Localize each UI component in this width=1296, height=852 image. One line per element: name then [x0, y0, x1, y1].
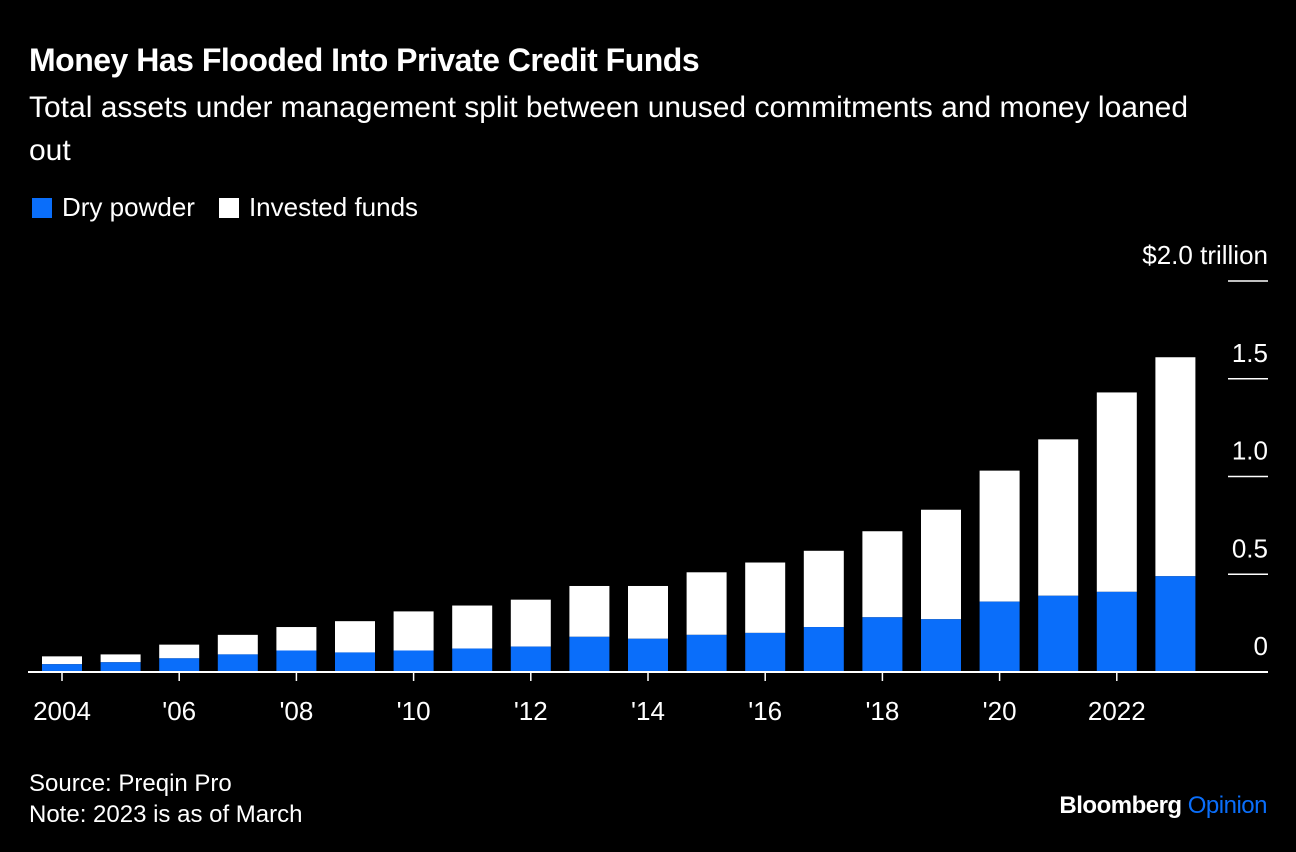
bar-dry-powder — [100, 662, 141, 672]
bar-invested-funds — [393, 611, 434, 651]
bar-dry-powder — [217, 654, 258, 672]
source-notes: Source: Preqin Pro Note: 2023 is as of M… — [29, 768, 302, 830]
x-tick-label: '14 — [631, 696, 665, 726]
x-tick-label: 2022 — [1088, 696, 1146, 726]
bar-dry-powder — [686, 634, 727, 672]
x-tick-label: '06 — [162, 696, 196, 726]
y-tick-label: 1.0 — [1232, 436, 1268, 466]
bar-dry-powder — [628, 638, 668, 672]
bar-invested-funds — [862, 531, 903, 618]
x-tick-label: '18 — [865, 696, 899, 726]
bar-invested-funds — [1038, 439, 1079, 596]
bar-invested-funds — [921, 509, 961, 620]
x-tick-label: '08 — [279, 696, 313, 726]
x-tick-label: '16 — [748, 696, 782, 726]
bar-dry-powder — [335, 652, 375, 672]
x-tick-label: '20 — [983, 696, 1017, 726]
legend-swatch-dry-powder — [32, 197, 52, 218]
bar-dry-powder — [745, 632, 786, 672]
bar-invested-funds — [569, 585, 610, 637]
bar-invested-funds — [100, 654, 141, 663]
bar-invested-funds — [335, 621, 375, 653]
bar-invested-funds — [686, 572, 727, 635]
legend-item-dry-powder: Dry powder — [32, 192, 195, 223]
legend-swatch-invested-funds — [218, 197, 239, 218]
bar-dry-powder — [1155, 576, 1196, 672]
y-tick-label: 0 — [1254, 631, 1268, 661]
bar-invested-funds — [1155, 357, 1196, 577]
x-tick-label: '10 — [397, 696, 431, 726]
bar-invested-funds — [217, 634, 258, 655]
y-tick-label: 1.5 — [1232, 338, 1268, 368]
bar-invested-funds — [745, 562, 786, 633]
bar-invested-funds — [628, 585, 668, 639]
brand-name: Bloomberg — [1059, 792, 1182, 819]
bar-dry-powder — [1038, 595, 1079, 672]
y-tick-label: 0.5 — [1232, 533, 1268, 563]
bar-dry-powder — [862, 617, 903, 672]
bar-dry-powder — [276, 650, 317, 672]
brand-section: Opinion — [1187, 792, 1268, 819]
bar-invested-funds — [1096, 392, 1137, 592]
note-text: Note: 2023 is as of March — [29, 801, 303, 828]
brand-logo: Bloomberg Opinion — [1059, 792, 1267, 820]
legend-item-invested-funds: Invested funds — [218, 192, 419, 223]
chart-subtitle: Total assets under management split betw… — [29, 91, 1188, 167]
y-tick-label: $2.0 trillion — [1142, 240, 1268, 270]
bar-dry-powder — [803, 627, 844, 672]
x-tick-label: 2004 — [33, 696, 91, 726]
bar-dry-powder — [979, 601, 1020, 672]
legend-label-invested-funds: Invested funds — [248, 192, 419, 222]
bar-dry-powder — [452, 648, 493, 672]
bar-dry-powder — [1096, 591, 1137, 672]
bar-dry-powder — [42, 664, 82, 672]
chart-title: Money Has Flooded Into Private Credit Fu… — [29, 42, 700, 78]
source-text: Source: Preqin Pro — [29, 770, 232, 797]
bar-invested-funds — [276, 627, 317, 651]
bar-invested-funds — [159, 644, 200, 659]
bar-dry-powder — [159, 658, 200, 672]
bar-dry-powder — [921, 619, 961, 672]
bar-invested-funds — [510, 599, 551, 647]
bar-dry-powder — [510, 646, 551, 672]
bar-invested-funds — [452, 605, 493, 649]
legend-label-dry-powder: Dry powder — [62, 192, 195, 222]
bar-dry-powder — [393, 650, 434, 672]
legend: Dry powder Invested funds — [32, 192, 442, 223]
bar-invested-funds — [979, 470, 1020, 602]
bar-dry-powder — [569, 636, 610, 672]
bar-invested-funds — [42, 656, 82, 665]
x-tick-label: '12 — [514, 696, 548, 726]
bar-invested-funds — [803, 550, 844, 628]
